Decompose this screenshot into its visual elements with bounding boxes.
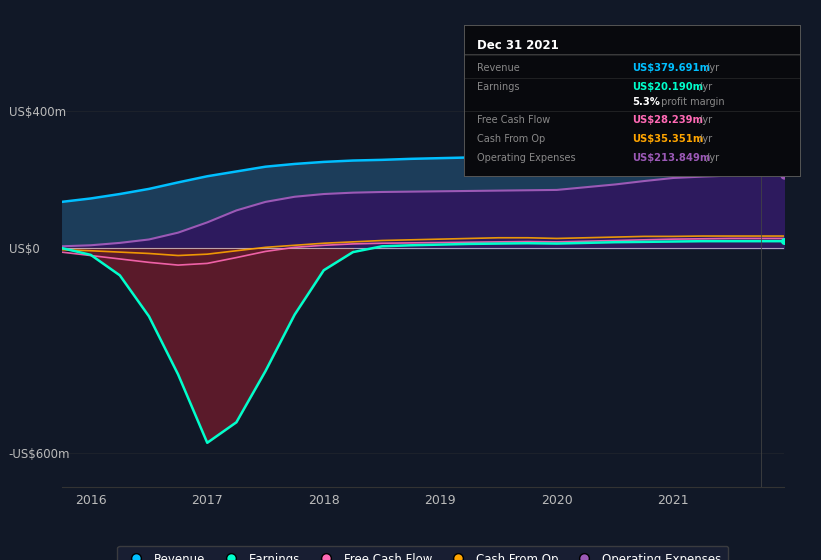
Text: US$213.849m: US$213.849m (632, 153, 710, 164)
Text: US$28.239m: US$28.239m (632, 115, 703, 125)
Text: profit margin: profit margin (658, 97, 724, 108)
Text: Cash From Op: Cash From Op (477, 134, 546, 143)
Text: /yr: /yr (703, 153, 718, 164)
Text: /yr: /yr (696, 82, 713, 92)
Text: Dec 31 2021: Dec 31 2021 (477, 39, 559, 52)
Text: Earnings: Earnings (477, 82, 520, 92)
Text: /yr: /yr (703, 63, 718, 73)
Text: Revenue: Revenue (477, 63, 520, 73)
Text: Free Cash Flow: Free Cash Flow (477, 115, 551, 125)
Text: US$20.190m: US$20.190m (632, 82, 704, 92)
Legend: Revenue, Earnings, Free Cash Flow, Cash From Op, Operating Expenses: Revenue, Earnings, Free Cash Flow, Cash … (117, 545, 728, 560)
Text: /yr: /yr (696, 115, 713, 125)
Text: US$379.691m: US$379.691m (632, 63, 710, 73)
Text: US$35.351m: US$35.351m (632, 134, 704, 143)
Text: Operating Expenses: Operating Expenses (477, 153, 576, 164)
Text: /yr: /yr (696, 134, 713, 143)
Text: 5.3%: 5.3% (632, 97, 660, 108)
